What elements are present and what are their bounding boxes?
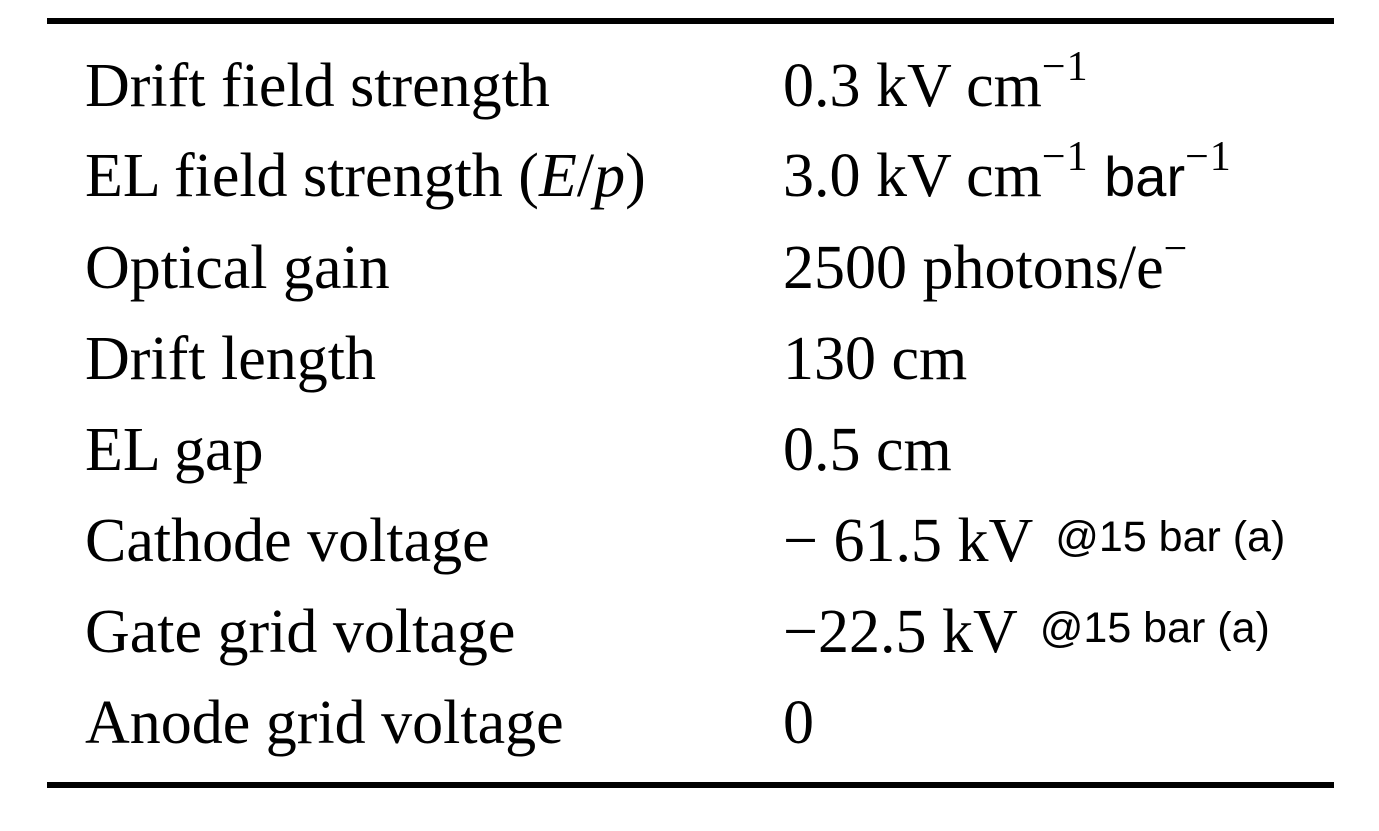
- param-label: Anode grid voltage: [85, 689, 564, 757]
- table-row-drift-field: Drift field strength 0.3 kV cm−1: [0, 44, 1379, 126]
- param-label: Cathode voltage: [85, 507, 490, 575]
- param-label: Optical gain: [85, 234, 390, 302]
- table-row-el-field: EL field strength (E/p) 3.0 kV cm−1 bar−…: [0, 134, 1379, 216]
- param-value: 0.3 kV cm−1: [783, 44, 1089, 133]
- param-value: 3.0 kV cm−1 bar−1: [783, 134, 1232, 223]
- param-label: Drift field strength: [85, 52, 550, 120]
- value-unit-bar: bar: [1088, 145, 1186, 208]
- param-value: −22.5 kV @15 bar (a): [783, 592, 1270, 678]
- param-label: EL gap: [85, 416, 264, 484]
- table-row-anode-grid-voltage: Anode grid voltage 0: [0, 683, 1379, 763]
- param-value: 2500 photons/e−: [783, 226, 1189, 315]
- param-value: 130 cm: [783, 325, 968, 393]
- table-row-gate-grid-voltage: Gate grid voltage −22.5 kV @15 bar (a): [0, 592, 1379, 672]
- value-superscript: −1: [1041, 44, 1089, 90]
- value-superscript-2: −1: [1185, 134, 1232, 180]
- value-text: − 61.5 kV: [783, 507, 1034, 575]
- table-row-optical-gain: Optical gain 2500 photons/e−: [0, 226, 1379, 308]
- value-text: 2500 photons/e: [783, 234, 1164, 302]
- pressure-note: @15 bar (a): [1039, 604, 1270, 652]
- value-text: 3.0 kV cm: [783, 142, 1042, 210]
- table-row-drift-length: Drift length 130 cm: [0, 319, 1379, 399]
- param-value: 0: [783, 689, 814, 757]
- param-value: − 61.5 kV @15 bar (a): [783, 501, 1285, 587]
- table-top-rule: [47, 18, 1334, 24]
- param-value: 0.5 cm: [783, 416, 952, 484]
- param-symbol-p: p: [594, 142, 626, 210]
- param-symbol-e: E: [538, 142, 577, 210]
- table-bottom-rule: [47, 782, 1334, 788]
- param-text: EL field strength (: [85, 142, 539, 210]
- param-label: EL field strength (E/p): [85, 136, 646, 216]
- table-row-el-gap: EL gap 0.5 cm: [0, 410, 1379, 490]
- pressure-note: @15 bar (a): [1055, 513, 1286, 561]
- param-label: Drift length: [85, 325, 376, 393]
- value-superscript: −: [1163, 226, 1189, 272]
- value-text: −22.5 kV: [783, 598, 1018, 666]
- value-superscript: −1: [1041, 134, 1089, 180]
- table-row-cathode-voltage: Cathode voltage − 61.5 kV @15 bar (a): [0, 501, 1379, 581]
- param-label: Gate grid voltage: [85, 598, 516, 666]
- param-slash: /: [576, 142, 595, 210]
- value-text: 0.3 kV cm: [783, 52, 1042, 120]
- param-close-paren: ): [625, 142, 646, 210]
